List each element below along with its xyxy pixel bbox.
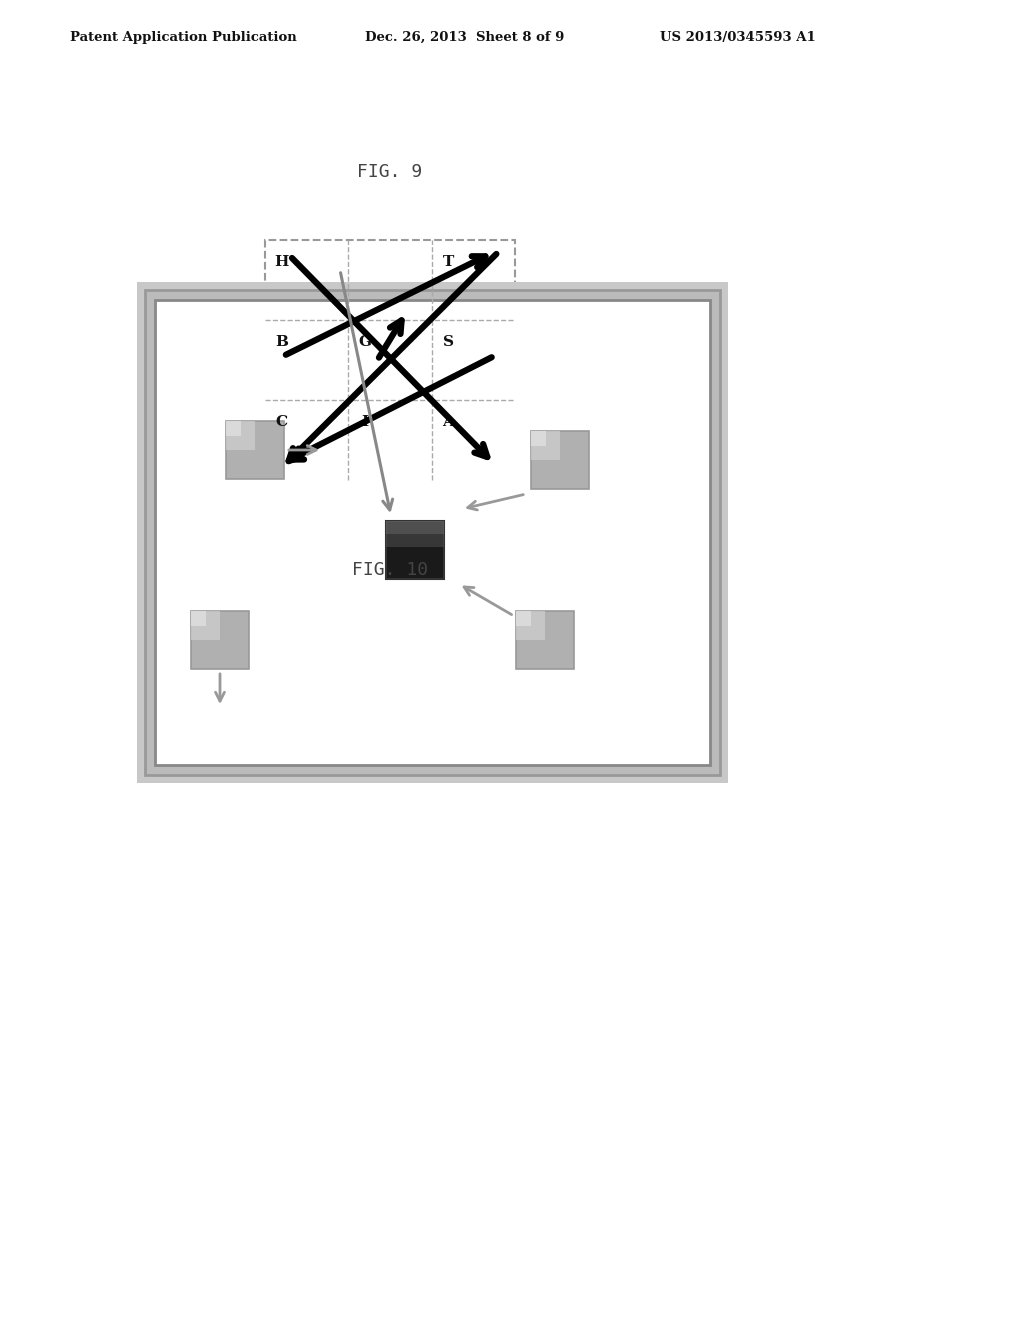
Text: FIG. 10: FIG. 10 bbox=[352, 561, 428, 579]
Bar bbox=[137, 282, 728, 783]
Text: I: I bbox=[361, 416, 369, 429]
Text: Patent Application Publication: Patent Application Publication bbox=[70, 30, 297, 44]
Bar bbox=[155, 300, 710, 766]
Bar bbox=[191, 611, 249, 669]
Bar bbox=[516, 611, 530, 626]
Bar bbox=[226, 421, 284, 479]
Text: US 2013/0345593 A1: US 2013/0345593 A1 bbox=[660, 30, 816, 44]
Text: B: B bbox=[275, 335, 288, 350]
Bar bbox=[531, 432, 589, 488]
Bar bbox=[386, 521, 444, 533]
Bar bbox=[191, 611, 206, 626]
Bar bbox=[516, 611, 545, 640]
Bar bbox=[516, 611, 574, 669]
Bar bbox=[531, 432, 560, 459]
Bar bbox=[265, 240, 515, 480]
Bar bbox=[191, 611, 220, 640]
Text: S: S bbox=[442, 335, 454, 350]
Bar bbox=[386, 521, 444, 546]
Text: C: C bbox=[275, 416, 288, 429]
Bar bbox=[226, 421, 255, 450]
Bar bbox=[226, 421, 241, 436]
Text: A: A bbox=[442, 416, 455, 429]
Text: H: H bbox=[274, 255, 289, 269]
Bar bbox=[386, 521, 444, 579]
Text: Dec. 26, 2013  Sheet 8 of 9: Dec. 26, 2013 Sheet 8 of 9 bbox=[365, 30, 564, 44]
Text: G: G bbox=[358, 335, 372, 350]
Text: FIG. 9: FIG. 9 bbox=[357, 162, 423, 181]
Text: T: T bbox=[442, 255, 454, 269]
Bar bbox=[145, 290, 720, 775]
Bar bbox=[531, 432, 546, 446]
